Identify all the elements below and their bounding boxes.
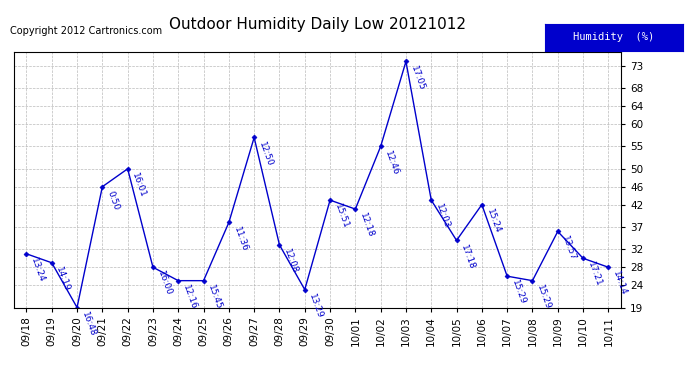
Text: 15:29: 15:29 [535, 284, 553, 311]
Text: 12:08: 12:08 [282, 248, 299, 275]
Text: 15:45: 15:45 [206, 284, 224, 311]
Text: 15:24: 15:24 [484, 207, 502, 234]
Text: 13:57: 13:57 [560, 234, 578, 262]
Text: Outdoor Humidity Daily Low 20121012: Outdoor Humidity Daily Low 20121012 [169, 17, 466, 32]
Text: 12:18: 12:18 [358, 212, 375, 239]
Text: 15:29: 15:29 [510, 279, 527, 306]
Text: 17:05: 17:05 [408, 64, 426, 92]
Text: 13:24: 13:24 [29, 256, 46, 284]
Text: 14:19: 14:19 [55, 266, 72, 293]
Text: 12:50: 12:50 [257, 140, 274, 168]
Text: 17:18: 17:18 [460, 243, 477, 271]
Text: 16:48: 16:48 [80, 310, 97, 338]
Text: 0:50: 0:50 [105, 189, 121, 211]
Text: 16:00: 16:00 [156, 270, 173, 297]
Text: 14:14: 14:14 [611, 270, 629, 297]
Text: 17:21: 17:21 [586, 261, 603, 288]
Text: 15:51: 15:51 [333, 203, 350, 230]
Text: 16:01: 16:01 [130, 172, 148, 199]
Text: 12:03: 12:03 [434, 203, 451, 230]
Text: 12:16: 12:16 [181, 284, 198, 311]
Text: Humidity  (%): Humidity (%) [573, 33, 655, 42]
Text: 11:36: 11:36 [232, 225, 249, 253]
Text: 13:29: 13:29 [308, 292, 325, 320]
Text: Copyright 2012 Cartronics.com: Copyright 2012 Cartronics.com [10, 26, 162, 36]
Text: 12:46: 12:46 [384, 149, 401, 176]
